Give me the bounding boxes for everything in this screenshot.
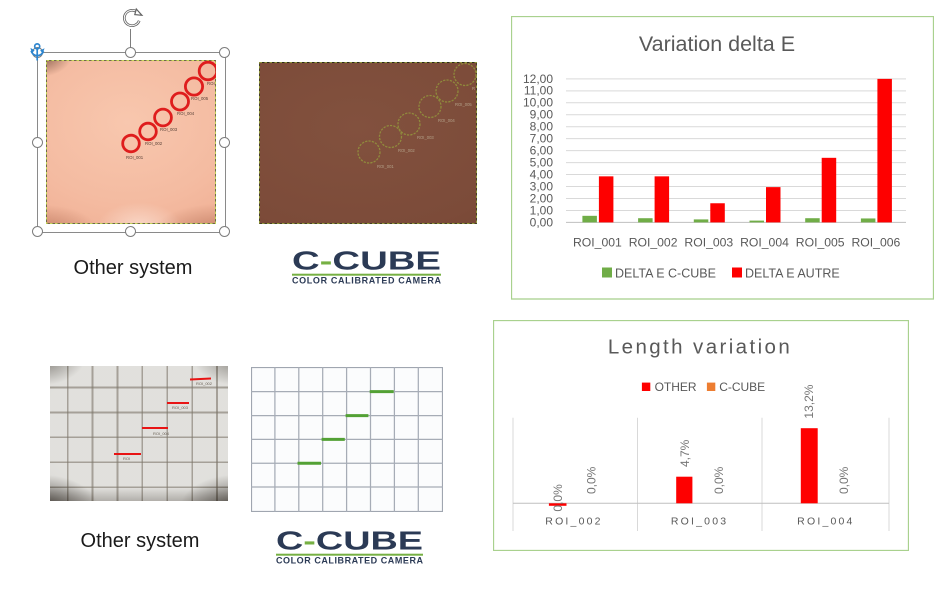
svg-text:ROI_004: ROI_004 [438,118,455,123]
svg-text:C-CUBE: C-CUBE [292,247,441,276]
svg-text:COLOR CALIBRATED CAMERA: COLOR CALIBRATED CAMERA [292,276,442,286]
svg-text:COLOR CALIBRATED CAMERA: COLOR CALIBRATED CAMERA [276,555,424,565]
svg-text:ROI_002: ROI_002 [629,235,678,249]
svg-text:ROI_002: ROI_002 [145,141,163,146]
svg-text:ROI_004: ROI_004 [177,111,195,116]
svg-text:4,7%: 4,7% [678,439,692,467]
svg-text:0,0%: 0,0% [712,466,726,494]
svg-text:4,00: 4,00 [530,167,554,181]
svg-text:ROI_005: ROI_005 [191,96,209,101]
svg-text:ROI_003: ROI_003 [417,135,434,140]
svg-text:C-CUBE: C-CUBE [276,527,423,556]
svg-text:ROI_005: ROI_005 [796,235,845,249]
svg-text:13,2%: 13,2% [802,384,816,418]
svg-text:ROI_006: ROI_006 [852,235,901,249]
svg-text:0,0%: 0,0% [837,466,851,494]
svg-text:8,00: 8,00 [530,120,554,134]
svg-text:DELTA E AUTRE: DELTA E AUTRE [745,267,840,281]
svg-text:11,00: 11,00 [524,84,553,98]
svg-text:Length variation: Length variation [608,335,792,358]
svg-text:Variation delta E: Variation delta E [639,32,795,56]
svg-text:ROI_001: ROI_001 [573,235,622,249]
svg-text:DELTA E C-CUBE: DELTA E C-CUBE [615,267,716,281]
svg-text:9,00: 9,00 [530,108,554,122]
svg-text:0,00: 0,00 [530,215,554,229]
svg-text:0,0%: 0,0% [551,484,565,512]
svg-text:5,00: 5,00 [530,156,554,170]
svg-text:10,00: 10,00 [523,96,553,110]
svg-text:6,00: 6,00 [530,144,554,158]
svg-text:ROI_003: ROI_003 [160,127,178,132]
svg-text:7,00: 7,00 [530,132,554,146]
svg-text:0,0%: 0,0% [584,466,598,494]
svg-text:ROI_001: ROI_001 [126,155,144,160]
svg-text:OTHER: OTHER [655,380,697,394]
svg-text:12,00: 12,00 [523,72,553,86]
svg-text:ROI_003: ROI_003 [684,235,733,249]
svg-text:R: R [472,86,475,91]
svg-text:ROI_002: ROI_002 [545,516,602,528]
svg-text:3,00: 3,00 [530,179,554,193]
svg-text:ROI_004: ROI_004 [797,516,854,528]
svg-text:ROI: ROI [207,81,215,86]
svg-text:ROI_001: ROI_001 [377,164,394,169]
svg-text:ROI_005: ROI_005 [455,102,472,107]
svg-text:C-CUBE: C-CUBE [719,380,765,394]
svg-text:2,00: 2,00 [530,191,554,205]
svg-text:ROI_003: ROI_003 [671,516,728,528]
svg-text:1,00: 1,00 [530,203,554,217]
svg-text:ROI_002: ROI_002 [398,148,415,153]
svg-text:ROI_004: ROI_004 [740,235,789,249]
